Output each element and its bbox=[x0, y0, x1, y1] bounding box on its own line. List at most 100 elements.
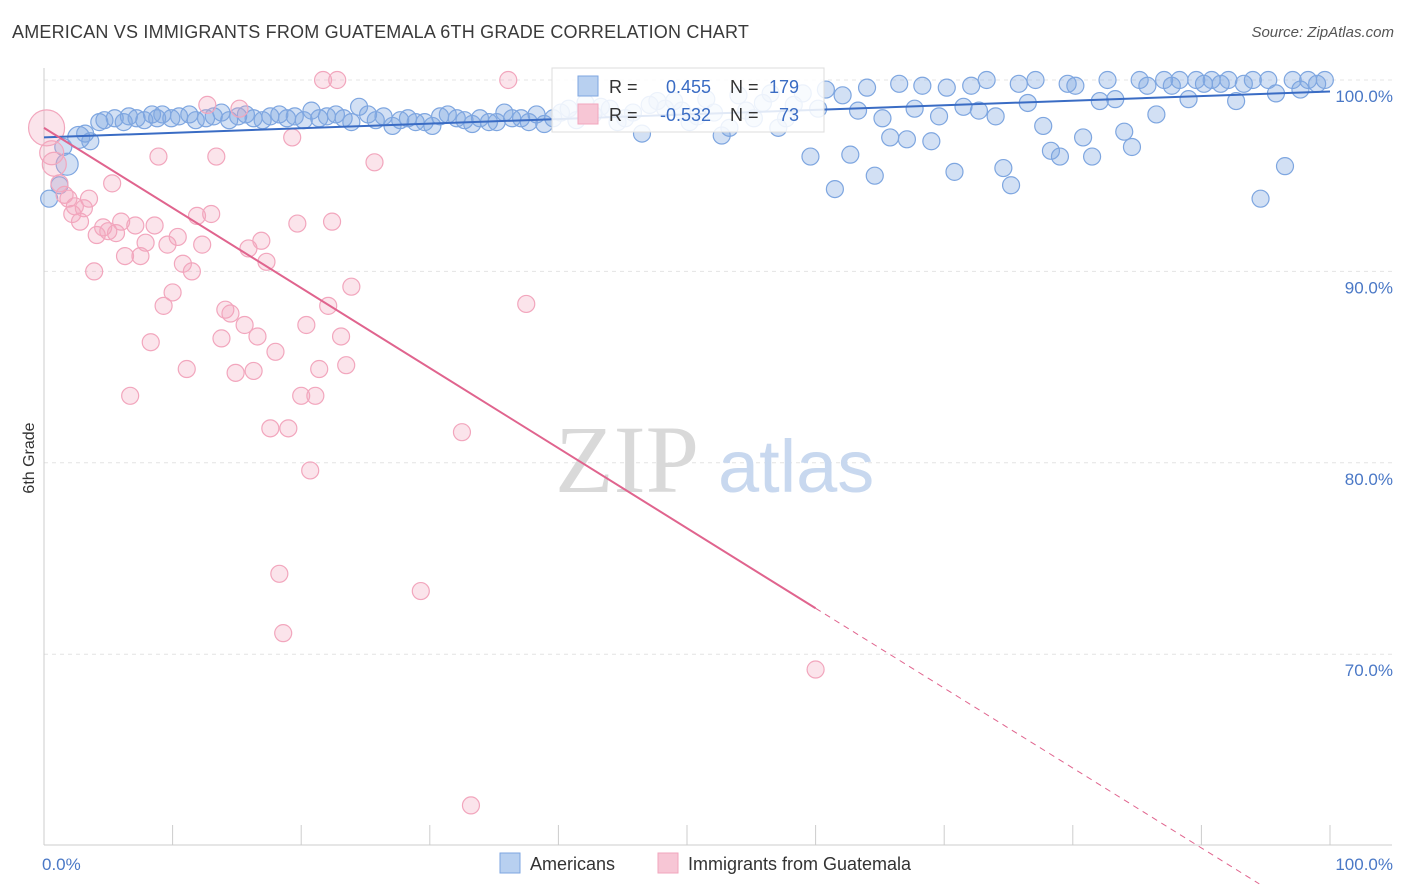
guatemala-point-29 bbox=[168, 227, 187, 247]
americans-point-106 bbox=[881, 128, 900, 147]
legend-swatch-guatemala bbox=[657, 852, 679, 874]
americans-point-126 bbox=[1041, 141, 1061, 160]
stats-r-label-2: R = bbox=[609, 105, 638, 125]
americans-point-96 bbox=[801, 147, 820, 166]
guatemala-point-40 bbox=[221, 304, 240, 323]
guatemala-point-56 bbox=[292, 386, 311, 405]
americans-point-109 bbox=[905, 99, 924, 118]
americans-point-127 bbox=[1050, 147, 1070, 166]
guatemala-point-73 bbox=[517, 294, 536, 314]
americans-point-61 bbox=[519, 113, 538, 132]
y-axis-title: 6th Grade bbox=[21, 422, 38, 493]
y-tick-label-70: 70.0% bbox=[1345, 661, 1393, 680]
guatemala-point-11 bbox=[85, 262, 104, 281]
guatemala-point-58 bbox=[301, 461, 320, 480]
x-tick-labels: 0.0% 100.0% bbox=[42, 855, 1393, 874]
americans-point-136 bbox=[1122, 137, 1142, 157]
americans-point-102 bbox=[848, 101, 868, 120]
stats-legend: R = 0.455 N = 179 R = -0.532 N = 73 bbox=[551, 67, 825, 133]
stats-swatch-americans bbox=[577, 75, 599, 97]
americans-point-113 bbox=[937, 78, 956, 97]
americans-point-115 bbox=[954, 97, 973, 116]
americans-point-160 bbox=[1315, 70, 1334, 90]
americans-point-150 bbox=[1234, 74, 1253, 93]
guatemala-point-64 bbox=[328, 70, 347, 90]
guatemala-point-26 bbox=[154, 296, 173, 315]
guatemala-point-68 bbox=[365, 153, 384, 172]
americans-point-114 bbox=[945, 162, 964, 181]
guatemala-point-25 bbox=[149, 147, 168, 166]
guatemala-point-52 bbox=[274, 624, 293, 643]
guatemala-point-28 bbox=[163, 283, 182, 302]
guatemala-point-67 bbox=[342, 277, 361, 296]
americans-point-131 bbox=[1082, 147, 1102, 166]
americans-point-24 bbox=[220, 111, 239, 130]
y-tick-label-90: 90.0% bbox=[1345, 278, 1393, 297]
americans-point-103 bbox=[857, 78, 877, 97]
guatemala-point-17 bbox=[112, 212, 131, 231]
guatemala-point-0 bbox=[27, 109, 66, 147]
guatemala-point-72 bbox=[499, 70, 518, 90]
watermark-atlas: atlas bbox=[718, 425, 874, 508]
americans-point-138 bbox=[1138, 76, 1157, 95]
americans-point-124 bbox=[1026, 70, 1045, 90]
stats-n-label-2: N = bbox=[730, 105, 759, 125]
americans-point-116 bbox=[962, 76, 981, 95]
guatemala-point-20 bbox=[126, 216, 145, 235]
chart-title: AMERICAN VS IMMIGRANTS FROM GUATEMALA 6T… bbox=[12, 22, 750, 42]
guatemala-point-69 bbox=[411, 581, 430, 601]
americans-point-99 bbox=[825, 179, 844, 199]
americans-point-9 bbox=[105, 109, 124, 128]
watermark: ZIP atlas bbox=[555, 406, 874, 513]
guatemala-point-53 bbox=[279, 419, 298, 438]
americans-point-125 bbox=[1034, 116, 1053, 136]
americans-point-6 bbox=[81, 132, 100, 151]
legend: Americans Immigrants from Guatemala bbox=[499, 852, 912, 874]
guatemala-point-21 bbox=[131, 246, 150, 266]
stats-n-value-1: 179 bbox=[769, 77, 799, 97]
americans-point-105 bbox=[873, 109, 892, 128]
guatemala-point-2 bbox=[41, 151, 67, 177]
guatemala-point-51 bbox=[270, 564, 289, 583]
guatemala-point-71 bbox=[461, 796, 481, 815]
guatemala-point-47 bbox=[252, 231, 271, 250]
americans-point-157 bbox=[1291, 80, 1310, 99]
guatemala-point-66 bbox=[337, 356, 356, 375]
guatemala-point-16 bbox=[106, 224, 126, 243]
legend-label-americans: Americans bbox=[530, 854, 615, 874]
americans-point-149 bbox=[1227, 91, 1246, 111]
stats-swatch-guatemala bbox=[577, 103, 599, 125]
axes bbox=[43, 68, 1392, 846]
guatemala-point-41 bbox=[226, 363, 245, 382]
americans-point-139 bbox=[1147, 105, 1166, 124]
guatemala-trend-extension bbox=[815, 607, 1260, 885]
americans-point-153 bbox=[1259, 70, 1278, 90]
americans-point-120 bbox=[994, 158, 1013, 178]
guatemala-trend-line bbox=[43, 127, 817, 610]
guatemala-point-57 bbox=[297, 315, 316, 335]
guatemala-point-59 bbox=[306, 386, 325, 405]
guatemala-point-74 bbox=[806, 660, 825, 679]
guatemala-point-37 bbox=[207, 147, 226, 166]
guatemala-point-34 bbox=[193, 235, 212, 254]
americans-point-129 bbox=[1066, 76, 1085, 95]
guatemala-point-32 bbox=[182, 262, 201, 281]
americans-point-148 bbox=[1219, 70, 1238, 90]
watermark-zip: ZIP bbox=[555, 406, 699, 513]
guatemala-point-23 bbox=[141, 333, 160, 352]
guatemala-point-18 bbox=[115, 246, 135, 266]
guatemala-point-55 bbox=[288, 214, 307, 233]
americans-point-39 bbox=[342, 113, 361, 132]
americans-point-130 bbox=[1073, 128, 1093, 147]
y-tick-label-80: 80.0% bbox=[1345, 470, 1393, 489]
americans-point-151 bbox=[1243, 70, 1262, 90]
americans-point-112 bbox=[929, 107, 949, 126]
source-label: Source: ZipAtlas.com bbox=[1251, 24, 1394, 41]
y-tick-label-100: 100.0% bbox=[1335, 87, 1393, 106]
guatemala-point-27 bbox=[158, 235, 177, 254]
americans-point-0 bbox=[40, 189, 59, 208]
guatemala-point-38 bbox=[212, 329, 231, 348]
guatemala-point-22 bbox=[136, 233, 155, 252]
americans-point-107 bbox=[890, 74, 909, 93]
